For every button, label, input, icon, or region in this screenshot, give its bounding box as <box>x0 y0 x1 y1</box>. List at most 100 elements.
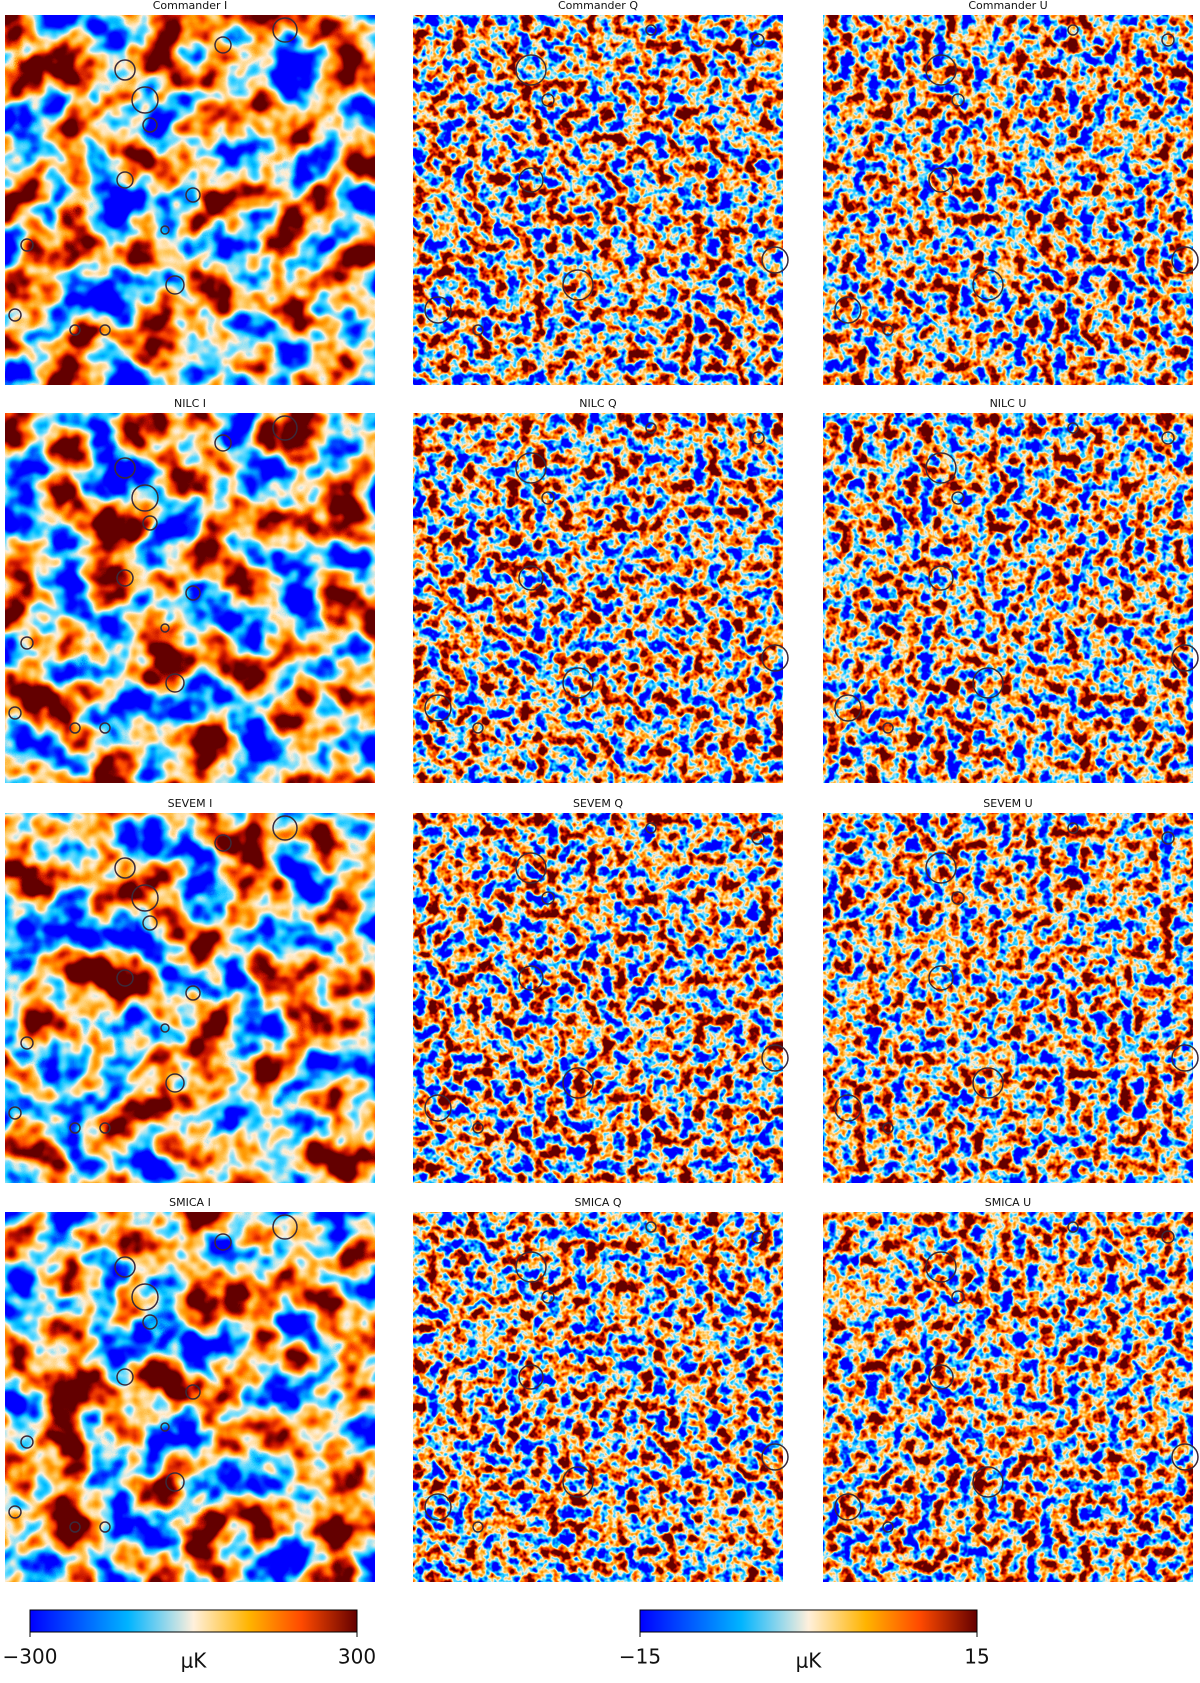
colorbar-tick-label: −300 <box>3 1645 58 1669</box>
mask-circle <box>928 965 954 991</box>
mask-circle <box>1171 1443 1199 1471</box>
mask-circle <box>761 644 789 672</box>
mask-circle <box>751 33 765 47</box>
colorbar-tick-label: −15 <box>619 1645 661 1669</box>
panel-title: NILC U <box>990 397 1027 410</box>
mask-circle <box>185 1384 201 1400</box>
mask-circle <box>645 1221 657 1233</box>
mask-circle <box>424 694 452 722</box>
mask-circle <box>116 1368 134 1386</box>
mask-circle <box>160 1023 170 1033</box>
mask-circle <box>515 54 547 86</box>
mask-circle <box>214 834 232 852</box>
colorbar <box>29 1609 358 1633</box>
sky-map <box>5 413 375 783</box>
mask-circle <box>518 565 544 591</box>
mask-circle <box>99 1521 111 1533</box>
mask-circle <box>114 857 136 879</box>
sky-map <box>5 15 375 385</box>
mask-circle <box>972 269 1004 301</box>
mask-circle <box>1067 822 1079 834</box>
mask-circle <box>751 431 765 445</box>
mask-circle <box>99 1122 111 1134</box>
mask-circle <box>562 269 594 301</box>
sky-map <box>5 813 375 1183</box>
sky-map <box>823 15 1193 385</box>
mask-circle <box>272 17 298 43</box>
mask-circle <box>1161 431 1175 445</box>
panel-title: SEVEM Q <box>573 797 623 810</box>
sky-map <box>823 813 1193 1183</box>
mask-circle <box>541 491 555 505</box>
mask-circle <box>834 1493 862 1521</box>
mask-circle <box>20 1036 34 1050</box>
colorbar-tick-label: 15 <box>964 1645 989 1669</box>
mask-circle <box>8 1505 22 1519</box>
mask-circle <box>272 1214 298 1240</box>
mask-circle <box>925 452 957 484</box>
mask-circle <box>114 457 136 479</box>
mask-circle <box>541 93 555 107</box>
mask-circle <box>20 238 34 252</box>
mask-circle <box>972 1466 1004 1498</box>
mask-circle <box>99 722 111 734</box>
mask-circle <box>69 1122 81 1134</box>
mask-circle <box>272 415 298 441</box>
mask-circle <box>472 1521 484 1533</box>
colorbar-label: μK <box>796 1649 823 1673</box>
panel-title: Commander Q <box>558 0 638 12</box>
mask-circle <box>515 852 547 884</box>
panel-title: Commander I <box>153 0 228 12</box>
mask-circle <box>131 1283 159 1311</box>
mask-circle <box>518 1364 544 1390</box>
mask-circle <box>951 891 965 905</box>
colorbar-label: μK <box>181 1649 208 1673</box>
panel-title: SMICA U <box>985 1196 1031 1209</box>
mask-circle <box>20 1435 34 1449</box>
mask-circle <box>165 1073 185 1093</box>
mask-circle <box>1067 422 1079 434</box>
mask-circle <box>518 167 544 193</box>
mask-circle <box>1161 33 1175 47</box>
mask-circle <box>882 1521 894 1533</box>
colorbar-tick-label: 300 <box>338 1645 376 1669</box>
mask-circle <box>116 969 134 987</box>
mask-circle <box>951 491 965 505</box>
mask-circle <box>8 308 22 322</box>
mask-circle <box>518 965 544 991</box>
panel-title: NILC Q <box>579 397 617 410</box>
mask-circle <box>214 1233 232 1251</box>
mask-circle <box>562 1067 594 1099</box>
mask-circle <box>925 1251 957 1283</box>
mask-circle <box>562 1466 594 1498</box>
mask-circle <box>834 694 862 722</box>
sky-map <box>5 1212 375 1582</box>
mask-circle <box>99 324 111 336</box>
mask-circle <box>1161 831 1175 845</box>
mask-circle <box>69 324 81 336</box>
mask-circle <box>185 187 201 203</box>
mask-circle <box>165 275 185 295</box>
mask-circle <box>1171 644 1199 672</box>
mask-circle <box>116 171 134 189</box>
mask-circle <box>472 324 484 336</box>
mask-circle <box>8 1106 22 1120</box>
mask-circle <box>1171 1044 1199 1072</box>
sky-map <box>413 813 783 1183</box>
mask-circle <box>214 36 232 54</box>
mask-circle <box>751 831 765 845</box>
mask-circle <box>928 565 954 591</box>
mask-circle <box>515 1251 547 1283</box>
mask-circle <box>751 1230 765 1244</box>
sky-map <box>413 15 783 385</box>
panel-title: NILC I <box>174 397 206 410</box>
mask-circle <box>8 706 22 720</box>
mask-circle <box>131 484 159 512</box>
mask-circle <box>1171 246 1199 274</box>
mask-circle <box>116 569 134 587</box>
mask-circle <box>20 636 34 650</box>
mask-circle <box>131 884 159 912</box>
sky-map <box>823 413 1193 783</box>
colorbar <box>639 1609 978 1633</box>
mask-circle <box>142 515 158 531</box>
